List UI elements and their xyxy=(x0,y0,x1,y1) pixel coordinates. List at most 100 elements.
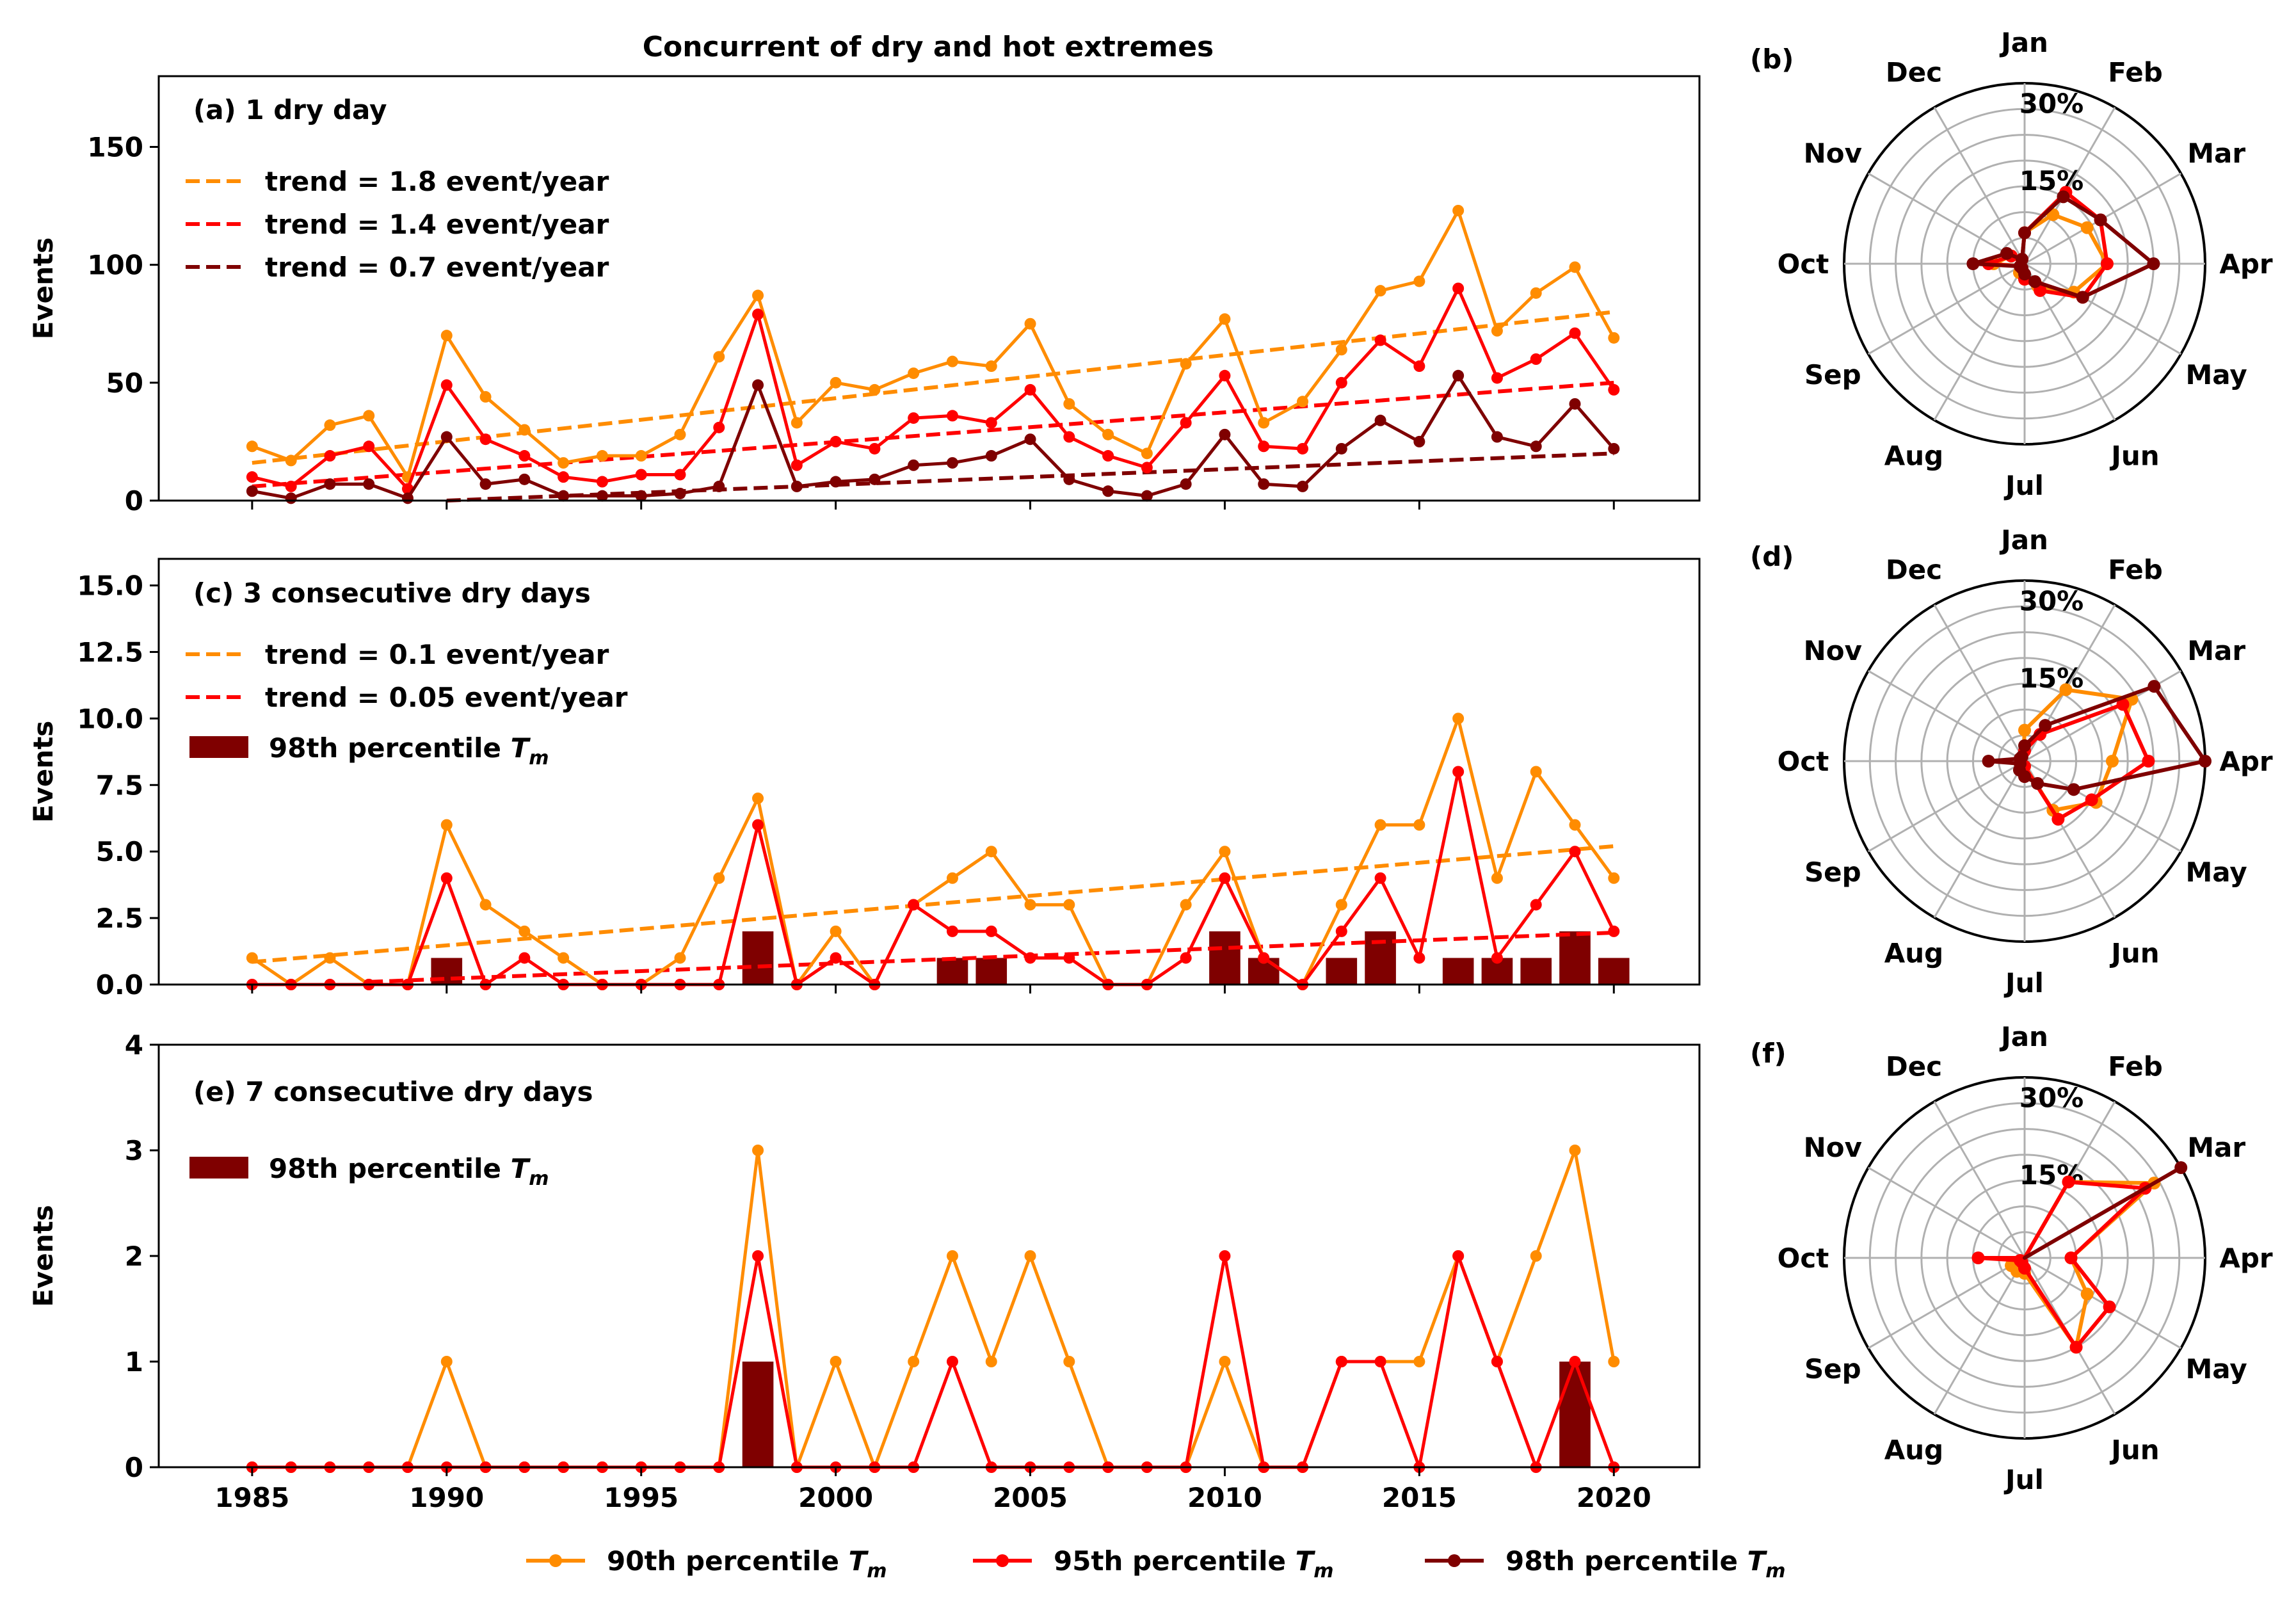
data-point-p90-2001 xyxy=(869,383,881,396)
trend-line-p90 xyxy=(252,844,1614,964)
month-label: May xyxy=(2186,857,2247,888)
data-point-p95-2016 xyxy=(1452,1250,1465,1262)
y-tick-label: 0 xyxy=(125,485,143,517)
month-label: Jun xyxy=(2109,1435,2159,1466)
radar-point-p98-Mar xyxy=(2174,1161,2188,1174)
data-point-p98-2017 xyxy=(1491,431,1503,443)
data-point-p95-1996 xyxy=(674,469,686,481)
radar-spoke xyxy=(1933,107,2026,264)
data-point-p90-1990 xyxy=(440,330,453,342)
data-point-p90-1993 xyxy=(558,952,570,964)
data-point-p98-2012 xyxy=(1297,480,1309,492)
data-point-p98-2001 xyxy=(869,473,881,485)
radar-spoke xyxy=(1868,172,2025,265)
data-point-p95-2015 xyxy=(1413,360,1425,373)
radar-point-p98-Dec xyxy=(2015,253,2028,266)
data-point-p98-2020 xyxy=(1608,442,1620,455)
data-point-p95-2010 xyxy=(1219,1250,1231,1262)
x-tick-label: 1995 xyxy=(604,1482,678,1513)
data-point-p90-1985 xyxy=(246,440,258,453)
legend-handle-bar xyxy=(189,736,248,758)
data-point-p90-2016 xyxy=(1452,204,1465,216)
data-point-p95-2014 xyxy=(1374,872,1386,884)
radar-point-p98-Apr xyxy=(2147,257,2160,270)
legend-label-p90: 90th percentile Tm xyxy=(607,1545,887,1582)
data-point-p98-1997 xyxy=(713,480,725,492)
data-point-p90-1987 xyxy=(324,952,336,964)
data-point-p90-1988 xyxy=(363,410,375,422)
panel-label: (b) xyxy=(1750,44,1794,75)
data-point-p98-1999 xyxy=(791,480,803,492)
data-point-p95-2003 xyxy=(946,925,958,937)
radar-point-p98-Jan xyxy=(2018,226,2031,239)
data-point-p90-2002 xyxy=(908,1356,920,1367)
data-point-p90-2015 xyxy=(1413,819,1425,831)
legend-label-p95: trend = 0.05 event/year xyxy=(265,682,628,713)
data-point-p95-2015 xyxy=(1413,952,1425,964)
plot-frame xyxy=(157,75,1701,502)
panel-a: 0 50 100 150 Events (a) 1 dry day trend = 1.8 … xyxy=(28,75,1701,517)
line-charts: 0 50 100 150 Events (a) 1 dry day trend = 1.8 … xyxy=(28,75,1701,1513)
radar-point-p98-May xyxy=(2067,783,2080,796)
data-point-p90-1993 xyxy=(558,457,570,469)
data-point-p90-2015 xyxy=(1413,1356,1425,1367)
legend-label-bar: 98th percentile Tm xyxy=(269,732,549,769)
data-point-p95-1987 xyxy=(324,450,336,462)
data-point-p95-2019 xyxy=(1569,327,1581,339)
data-point-p95-2010 xyxy=(1219,369,1231,382)
radial-tick-label: 30% xyxy=(2019,585,2084,616)
radar-spoke xyxy=(1868,262,2025,355)
radar-f: Jan Feb Mar Apr May Jun Jul Aug Sep Oct Nov Dec 15% 3… xyxy=(1750,1021,2273,1495)
month-label: Aug xyxy=(1884,440,1943,472)
radar-point-p98-Jun xyxy=(2031,776,2044,790)
data-point-p90-2016 xyxy=(1452,712,1465,725)
data-point-p95-2020 xyxy=(1608,383,1620,396)
month-label: Nov xyxy=(1804,138,1862,169)
data-point-p95-2009 xyxy=(1180,417,1192,429)
x-tick-label: 1985 xyxy=(214,1482,289,1513)
data-point-p95-2011 xyxy=(1258,440,1270,453)
radar-d: JanFebMarAprMayJunJulAugSepOctNovDec15%3… xyxy=(1750,524,2273,999)
month-label: Jan xyxy=(1999,1021,2048,1052)
radar-point-p98-Feb xyxy=(2039,719,2052,732)
radar-point-p98-Mar xyxy=(2147,680,2161,693)
radar-spoke xyxy=(2024,760,2181,853)
radar-point-p98-Jun xyxy=(2028,275,2042,288)
month-label: Dec xyxy=(1886,1050,1942,1082)
bar-2019 xyxy=(1559,1362,1591,1467)
month-label: Oct xyxy=(1778,248,1829,280)
radar-spoke xyxy=(1933,1101,2026,1259)
month-label: Apr xyxy=(2219,1243,2273,1274)
legend-label-p90: trend = 0.1 event/year xyxy=(265,639,609,670)
month-label: Jul xyxy=(2003,1464,2044,1495)
radar-spoke xyxy=(1933,604,2026,762)
radar-point-p95-Jun xyxy=(2069,1340,2083,1354)
y-tick-label: 12.5 xyxy=(77,636,143,668)
y-tick-label: 4 xyxy=(125,1029,143,1061)
month-label: Jul xyxy=(2003,967,2044,999)
radar-point-p98-Jan xyxy=(2018,739,2031,752)
radar-point-p95-Feb xyxy=(2062,1175,2075,1189)
radar-spoke xyxy=(1868,1166,2025,1259)
legend-handle-bar xyxy=(189,1157,248,1179)
data-point-p95-1990 xyxy=(440,379,453,391)
bar-2003 xyxy=(936,958,968,985)
radar-point-p90-Feb xyxy=(2059,683,2073,696)
data-point-p95-1991 xyxy=(479,433,492,446)
data-point-p90-2018 xyxy=(1530,1250,1542,1262)
radar-point-p90-Mar xyxy=(2080,221,2094,234)
radar-point-p98-Dec xyxy=(2015,750,2028,764)
data-point-p95-2014 xyxy=(1374,334,1386,346)
data-point-p95-1997 xyxy=(713,421,725,433)
radar-point-p98-May xyxy=(2076,291,2089,304)
figure-title: Concurrent of dry and hot extremes xyxy=(643,31,1214,63)
data-point-p90-2012 xyxy=(1297,396,1309,408)
y-tick-label: 100 xyxy=(87,250,143,281)
data-point-p98-2015 xyxy=(1413,435,1425,447)
data-point-p95-2018 xyxy=(1530,353,1542,365)
series-line-p98 xyxy=(252,374,1616,500)
legend-marker-p98 xyxy=(1448,1554,1461,1567)
data-point-p90-2000 xyxy=(830,1356,842,1367)
x-tick-label: 1990 xyxy=(409,1482,484,1513)
legend-label-p98: 98th percentile Tm xyxy=(1505,1545,1786,1582)
